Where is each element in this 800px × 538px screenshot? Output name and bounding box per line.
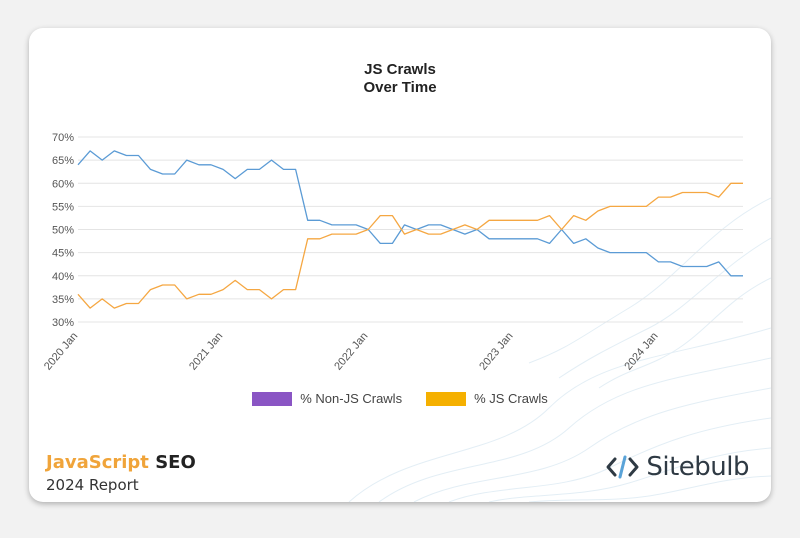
x-tick-label: 2020 Jan — [42, 330, 80, 372]
contour-background — [348, 197, 771, 502]
y-tick-label: 55% — [52, 201, 74, 213]
chart-title-line-2: Over Time — [363, 79, 437, 96]
legend-swatch-js — [426, 391, 467, 406]
x-tick-label: 2022 Jan — [332, 330, 370, 372]
y-tick-label: 70% — [52, 132, 74, 144]
y-tick-label: 40% — [52, 271, 74, 283]
code-brackets-icon — [606, 455, 639, 479]
y-tick-label: 35% — [52, 294, 74, 306]
y-tick-label: 50% — [52, 225, 74, 237]
legend-label-js: % JS Crawls — [474, 391, 548, 406]
x-tick-label: 2023 Jan — [477, 330, 515, 372]
brand-javascript: JavaScript — [46, 452, 149, 473]
legend-item-non-js[interactable]: % Non-JS Crawls — [252, 391, 402, 406]
x-tick-label: 2021 Jan — [187, 330, 225, 372]
logo-text: Sitebulb — [646, 452, 749, 482]
series-line-js — [77, 182, 743, 309]
y-tick-label: 65% — [52, 155, 74, 167]
series-line-non-js — [77, 150, 743, 277]
report-branding: JavaScript SEO 2024 Report — [46, 452, 196, 495]
y-tick-label: 45% — [52, 248, 74, 260]
brand-report-year: 2024 Report — [46, 476, 139, 494]
report-card: JS Crawls Over Time 30% 35% 40% 45% 50% 55% 60… — [29, 28, 771, 502]
legend-swatch-non-js — [252, 391, 293, 406]
legend-label-non-js: % Non-JS Crawls — [300, 391, 403, 406]
legend-item-js[interactable]: % JS Crawls — [426, 391, 548, 406]
sitebulb-logo: Sitebulb — [606, 452, 749, 482]
x-tick-label: 2024 Jan — [622, 330, 660, 372]
y-tick-label: 30% — [52, 317, 74, 329]
chart-title-line-1: JS Crawls — [364, 61, 436, 78]
y-tick-label: 60% — [52, 178, 74, 190]
brand-seo: SEO — [155, 452, 196, 473]
line-chart: 30% 35% 40% 45% 50% 55% 60% 65% 70% 2020 Jan 2021 … — [42, 132, 743, 373]
chart-legend: % Non-JS Crawls % JS Crawls — [29, 391, 771, 406]
